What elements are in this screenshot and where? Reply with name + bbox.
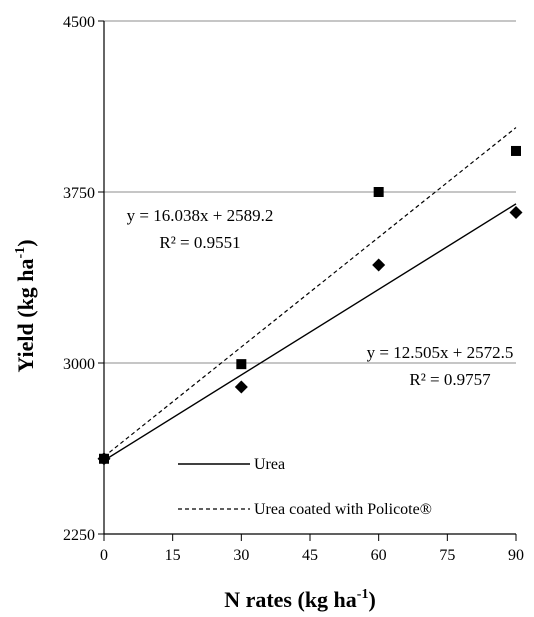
y-tick-label: 2250: [63, 527, 95, 544]
axes: [98, 20, 517, 541]
x-tick-label: 45: [302, 547, 318, 564]
coated-trendline: [103, 127, 517, 458]
urea-r2-label: R² = 0.9757: [409, 370, 491, 389]
x-axis-title-sup: -1: [357, 587, 369, 602]
y-axis-title-main: Yield (kg ha: [13, 258, 38, 372]
x-tick-label: 60: [371, 547, 387, 564]
x-tick-label: 90: [508, 547, 524, 564]
x-tick-label: 15: [165, 547, 181, 564]
x-axis-title-end: ): [368, 587, 375, 612]
gridlines: [104, 20, 516, 364]
coated-equation-label: y = 16.038x + 2589.2: [127, 206, 274, 225]
urea-data-point: [372, 258, 386, 272]
x-tick-label: 30: [233, 547, 249, 564]
trendlines: [103, 127, 517, 462]
x-tick-label: 75: [439, 547, 455, 564]
coated-data-point: [373, 187, 384, 197]
y-axis-title-sup: -1: [13, 247, 28, 259]
urea-data-point: [234, 380, 248, 394]
urea-data-point: [509, 206, 523, 220]
y-tick-label: 3750: [63, 185, 95, 202]
y-tick-label: 3000: [63, 356, 95, 373]
coated-data-point: [236, 359, 247, 370]
coated-r2-label: R² = 0.9551: [159, 233, 240, 252]
data-markers: [97, 145, 523, 466]
y-tick-label: 4500: [63, 14, 95, 31]
legend-coated-label: Urea coated with Policote®: [254, 501, 432, 518]
tick-labels: 2250 3000 3750 4500 0 15 30 45 60 75 90: [63, 14, 524, 564]
urea-trendline: [103, 203, 517, 462]
x-tick-label: 0: [100, 547, 108, 564]
legend-urea-label: Urea: [254, 456, 285, 473]
legend: Urea Urea coated with Policote®: [178, 456, 432, 518]
x-axis-title: N rates (kg ha-1): [224, 587, 376, 612]
y-axis-title: Yield (kg ha-1): [13, 239, 38, 372]
x-axis-title-main: N rates (kg ha: [224, 587, 357, 612]
coated-data-point: [99, 453, 109, 464]
urea-equation-label: y = 12.505x + 2572.5: [367, 343, 514, 362]
y-axis-title-end: ): [13, 239, 38, 246]
coated-data-point: [511, 145, 521, 156]
